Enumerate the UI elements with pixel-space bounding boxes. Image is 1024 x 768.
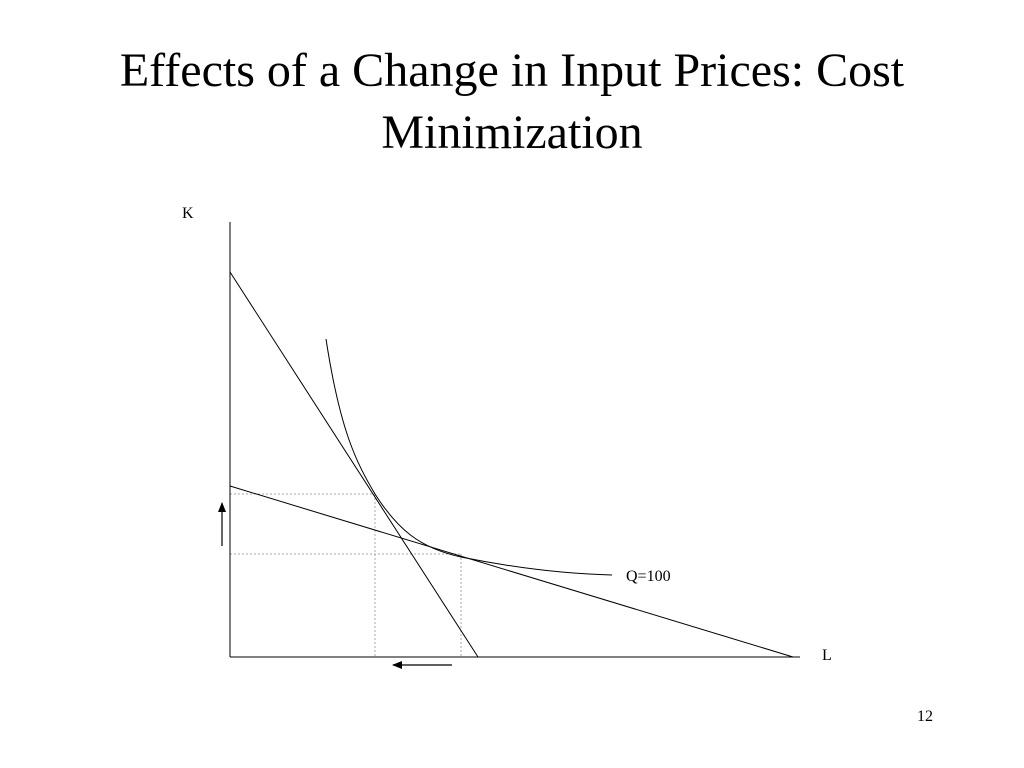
slide-title-line-1: Effects of a Change in Input Prices: Cos… (119, 44, 905, 97)
isocost-line-new (229, 485, 794, 658)
page-number: 12 (917, 708, 933, 725)
x-axis-label: L (822, 647, 832, 664)
isoquant-label: Q=100 (626, 568, 671, 585)
isoquant-curve (325, 338, 613, 576)
isocost-line-initial (229, 271, 479, 658)
slide-title: Effects of a Change in Input Prices: Cos… (0, 40, 1024, 164)
y-axis-label: K (182, 205, 194, 222)
slide-title-line-2: Minimization (381, 106, 643, 159)
